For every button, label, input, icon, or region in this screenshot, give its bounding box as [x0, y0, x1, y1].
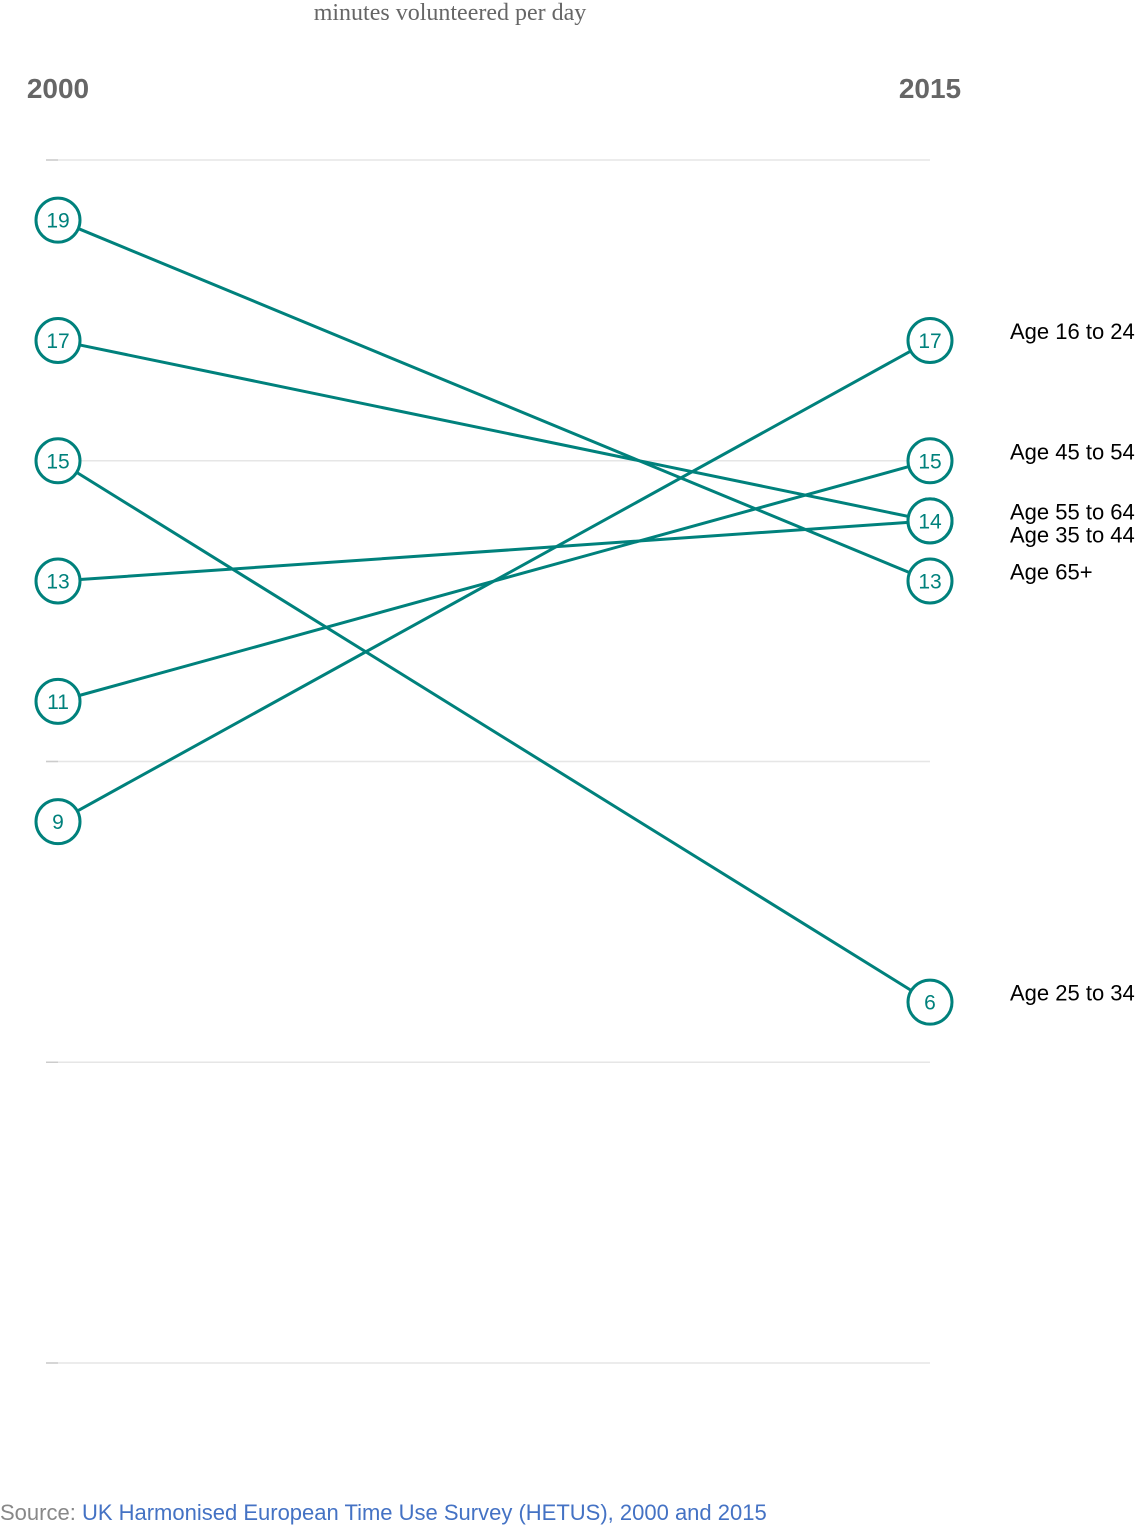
marker-2000[interactable] — [34, 677, 82, 725]
series-line — [76, 227, 912, 575]
marker-value-label: 13 — [46, 571, 69, 594]
marker-2000[interactable] — [34, 798, 82, 846]
marker-value-label: 11 — [47, 691, 69, 714]
marker-2000[interactable] — [34, 557, 82, 605]
series-line — [78, 520, 910, 582]
marker-value-label: 17 — [46, 330, 69, 353]
series-lines — [75, 227, 913, 992]
gridlines — [46, 159, 930, 1364]
series-line — [77, 465, 911, 697]
marker-2000[interactable] — [34, 196, 82, 244]
chart-subtitle: minutes volunteered per day — [314, 0, 587, 26]
marker-value-label: 15 — [918, 450, 941, 473]
series-line — [78, 343, 910, 518]
series-markers: 9171115171413141913156 — [34, 196, 954, 1026]
marker-value-label: 19 — [46, 210, 69, 233]
year-label-2015: 2015 — [899, 73, 961, 104]
marker-value-label: 14 — [918, 510, 942, 533]
marker-value-label: 15 — [46, 450, 69, 473]
marker-value-label: 9 — [52, 811, 64, 834]
series-name-label: Age 65+ — [1010, 560, 1093, 585]
source-note: Source: UK Harmonised European Time Use … — [0, 1500, 767, 1526]
marker-2000[interactable] — [34, 316, 82, 364]
marker-2015[interactable] — [906, 437, 954, 485]
series-name-label: Age 25 to 34 — [1010, 981, 1135, 1006]
series-name-label: Age 16 to 24 — [1010, 319, 1135, 344]
marker-2015[interactable] — [906, 316, 954, 364]
marker-2000[interactable] — [34, 437, 82, 485]
marker-value-label: 13 — [918, 571, 941, 594]
series-name-label: Age 55 to 64 — [1010, 499, 1135, 524]
series-name-label: Age 45 to 54 — [1010, 439, 1135, 464]
source-link[interactable]: UK Harmonised European Time Use Survey (… — [81, 1500, 767, 1525]
slope-chart-svg: minutes volunteered per day 2000 2015 9 1… — [27, 0, 1135, 1364]
series-name-label: Age 35 to 44 — [1010, 522, 1135, 547]
marker-value-label: 6 — [924, 992, 936, 1015]
series-line — [75, 470, 913, 992]
year-label-2000: 2000 — [27, 73, 89, 104]
marker-2015[interactable] — [906, 497, 954, 545]
marker-2015[interactable] — [906, 978, 954, 1026]
source-prefix: Source: — [0, 1500, 82, 1525]
marker-value-label: 17 — [918, 330, 941, 353]
marker-2015[interactable] — [906, 557, 954, 605]
